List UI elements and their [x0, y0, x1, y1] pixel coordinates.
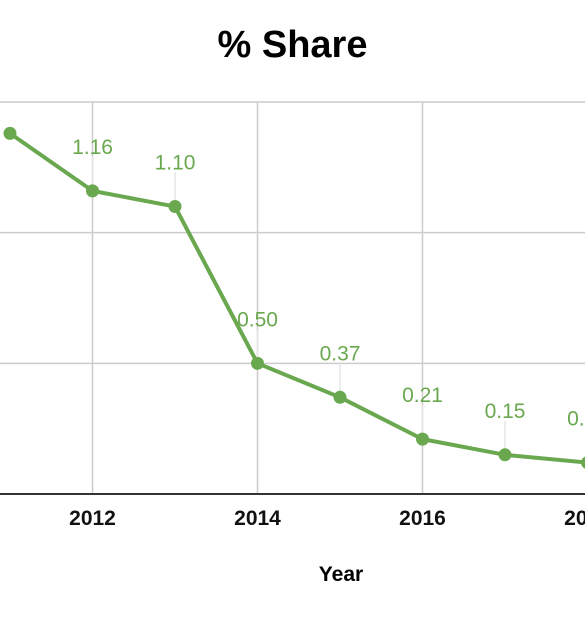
x-tick-label: 2018 [564, 507, 585, 530]
data-point [3, 126, 17, 140]
data-label: 0.50 [237, 308, 278, 331]
x-tick-labels: 2012 2014 2016 2018 [69, 507, 585, 530]
gridlines [0, 101, 585, 495]
data-label: 0.15 [485, 400, 526, 423]
data-point [168, 200, 182, 214]
x-tick-label: 2012 [69, 507, 116, 530]
chart-title: % Share [217, 24, 368, 66]
data-label: 0.21 [402, 384, 443, 407]
x-tick-label: 2016 [399, 507, 446, 530]
x-axis-label: Year [318, 563, 364, 586]
data-point [86, 184, 99, 198]
data-label: 0.12 [567, 408, 585, 431]
data-point [581, 456, 585, 469]
data-label: 0.37 [320, 342, 361, 365]
data-point [416, 432, 429, 446]
data-label: 1.10 [155, 152, 196, 175]
data-label: 1.16 [72, 136, 113, 159]
data-point [251, 356, 264, 370]
data-point [333, 390, 347, 404]
series-line [8, 131, 585, 465]
data-point [498, 448, 512, 462]
series-marks: 1.16 1.10 0.50 0.37 0.21 0.15 0.12 [3, 126, 585, 469]
x-tick-label: 2014 [234, 507, 281, 530]
